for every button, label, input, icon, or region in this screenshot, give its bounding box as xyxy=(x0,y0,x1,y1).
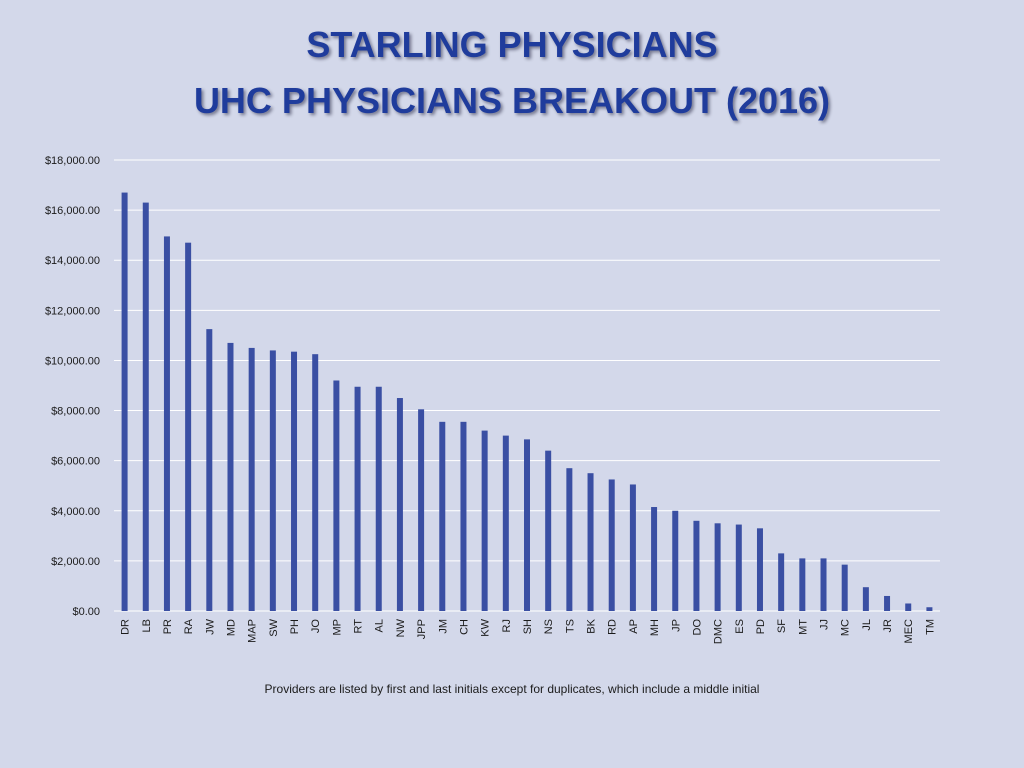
x-tick-label: MAP xyxy=(247,619,259,643)
y-tick-label: $4,000.00 xyxy=(51,506,100,518)
y-tick-label: $6,000.00 xyxy=(51,456,100,468)
bar-jpp xyxy=(418,409,425,611)
x-tick-label: PD xyxy=(755,619,767,634)
x-tick-label: MH xyxy=(649,619,661,636)
x-tick-label: PH xyxy=(289,619,301,634)
x-tick-label: KW xyxy=(480,618,492,636)
bar-jw xyxy=(206,329,213,611)
x-tick-label: SF xyxy=(776,619,788,633)
bar-md xyxy=(227,342,234,611)
bar-jl xyxy=(862,587,869,611)
x-tick-label: BK xyxy=(586,618,598,633)
x-tick-label: SH xyxy=(522,619,534,634)
bar-pd xyxy=(756,528,763,611)
x-tick-label: RJ xyxy=(501,619,513,632)
bars xyxy=(121,192,933,612)
y-tick-label: $0.00 xyxy=(72,606,100,618)
bar-rd xyxy=(608,479,615,611)
x-tick-label: AL xyxy=(374,619,386,632)
bar-sh xyxy=(524,439,530,611)
bar-ph xyxy=(291,351,298,611)
bar-dmc xyxy=(714,523,721,611)
bar-ap xyxy=(629,484,636,611)
chart-footnote: Providers are listed by first and last i… xyxy=(264,682,760,696)
bar-jo xyxy=(312,354,319,611)
x-axis-tick-labels: DR LB PR RA JW MD MAP SW PH JO MP RT AL NW JPP JM CH KW RJ… xyxy=(120,618,937,644)
x-tick-label: MEC xyxy=(903,619,915,644)
y-tick-label: $8,000.00 xyxy=(51,406,100,418)
y-tick-label: $16,000.00 xyxy=(45,205,100,217)
x-tick-label: LB xyxy=(141,619,153,632)
x-tick-label: DO xyxy=(691,619,703,636)
bar-kw xyxy=(481,430,488,611)
x-tick-label: RA xyxy=(183,618,195,634)
bar-jp xyxy=(672,510,679,611)
bar-do xyxy=(693,520,700,611)
x-tick-label: MP xyxy=(331,619,343,636)
x-tick-label: MC xyxy=(840,619,852,636)
x-tick-label: DR xyxy=(120,619,132,635)
y-tick-label: $2,000.00 xyxy=(51,556,100,568)
x-tick-label: JPP xyxy=(416,619,428,639)
x-tick-label: TS xyxy=(564,619,576,633)
bar-rt xyxy=(354,386,361,611)
bar-jm xyxy=(439,421,446,611)
bar-rj xyxy=(502,435,509,611)
x-tick-label: RD xyxy=(607,619,619,635)
x-tick-label: NW xyxy=(395,618,407,637)
bar-map xyxy=(248,347,255,611)
x-tick-label: JJ xyxy=(819,619,831,630)
x-tick-label: JW xyxy=(204,618,216,635)
bar-mh xyxy=(651,507,658,611)
bar-lb xyxy=(142,202,149,611)
bar-ch xyxy=(460,421,467,611)
x-tick-label: JP xyxy=(670,619,682,632)
bar-pr xyxy=(163,236,170,612)
x-tick-label: MT xyxy=(797,619,809,635)
y-axis-tick-labels: $0.00 $2,000.00 $4,000.00 $6,000.00 $8,000.0… xyxy=(45,155,100,618)
bar-ns xyxy=(545,450,552,611)
slide-title-line2: UHC PHYSICIANS BREAKOUT (2016) xyxy=(193,80,831,121)
bar-mp xyxy=(333,380,340,611)
bar-sf xyxy=(778,553,785,611)
x-tick-label: JL xyxy=(861,619,873,631)
bar-al xyxy=(375,386,382,611)
y-tick-label: $14,000.00 xyxy=(45,255,100,267)
bar-dr xyxy=(121,192,128,612)
x-tick-label: NS xyxy=(543,619,555,634)
bar-tm xyxy=(926,607,933,611)
bar-bk xyxy=(587,473,594,611)
bar-jj xyxy=(820,558,827,611)
y-tick-label: $12,000.00 xyxy=(45,305,100,317)
x-tick-label: ES xyxy=(734,619,746,634)
x-tick-label: PR xyxy=(162,619,174,634)
x-tick-label: JR xyxy=(882,619,894,633)
y-tick-label: $10,000.00 xyxy=(45,355,100,367)
y-tick-label: $18,000.00 xyxy=(45,155,100,167)
slide-title-line1: STARLING PHYSICIANS xyxy=(306,24,718,65)
bar-ra xyxy=(185,242,192,611)
x-tick-label: JM xyxy=(437,619,449,634)
bar-jr xyxy=(884,595,891,611)
bar-sw xyxy=(269,350,276,611)
x-tick-label: CH xyxy=(458,619,470,635)
x-tick-label: TM xyxy=(924,619,936,635)
bar-mt xyxy=(799,558,806,611)
bar-ts xyxy=(566,468,573,611)
bar-mc xyxy=(841,564,848,611)
x-tick-label: MD xyxy=(225,619,237,636)
bar-es xyxy=(735,524,742,611)
bar-nw xyxy=(396,398,403,611)
x-tick-label: RT xyxy=(353,619,365,634)
x-tick-label: DMC xyxy=(713,619,725,644)
x-tick-label: AP xyxy=(628,619,640,634)
x-tick-label: JO xyxy=(310,619,322,634)
x-tick-label: SW xyxy=(268,618,280,636)
bar-mec xyxy=(905,603,912,611)
